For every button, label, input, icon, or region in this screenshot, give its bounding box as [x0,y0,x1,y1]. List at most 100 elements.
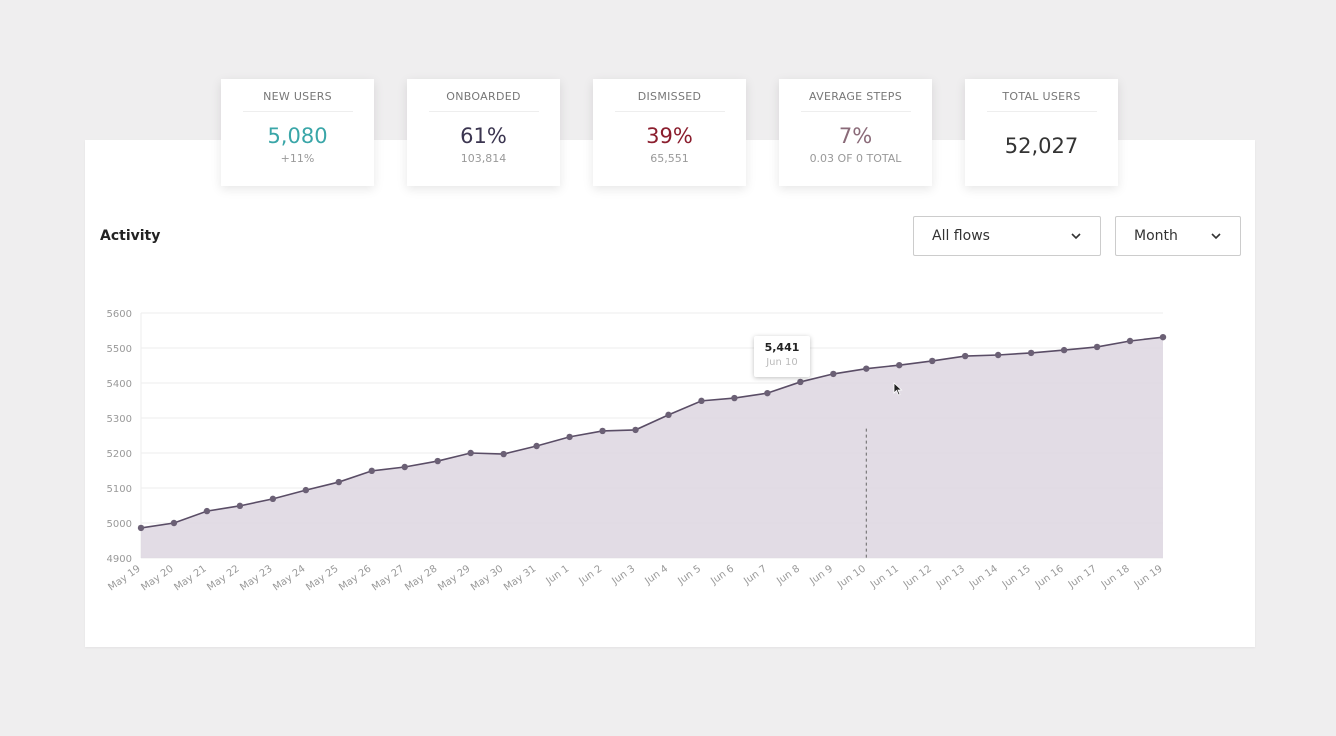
chevron-down-icon [1071,233,1081,240]
data-point [994,351,1002,359]
data-point [566,433,573,441]
x-tick-label: Jun 18 [1099,563,1132,591]
stat-sub: +11% [280,152,315,165]
data-point [269,495,277,503]
x-tick-label: Jun 9 [807,563,835,587]
flow-select-value: All flows [932,228,990,244]
stat-value: 39% [646,124,693,148]
x-tick-label: Jun 12 [901,563,934,591]
data-point [368,467,375,475]
mouse-cursor-icon [893,382,903,396]
x-tick-label: Jun 16 [1033,563,1066,591]
stat-label: NEW USERS [263,90,332,103]
chart-tooltip: 5,441 Jun 10 [754,336,810,377]
data-point [1126,337,1134,345]
stat-sub: 0.03 OF 0 TOTAL [809,152,902,165]
stat-card-onboarded: ONBOARDED 61% 103,814 [407,79,560,186]
stat-label: AVERAGE STEPS [809,90,902,103]
x-tick-label: Jun 13 [934,563,967,591]
x-tick-label: Jun 14 [967,563,1000,591]
x-tick-label: May 28 [403,563,439,593]
data-point [335,478,343,486]
stat-value: 61% [460,124,507,148]
stat-value: 52,027 [1004,134,1079,158]
data-point [500,450,507,458]
x-tick-label: Jun 3 [609,563,637,587]
data-point [401,463,408,471]
data-point [1159,333,1167,341]
data-point [302,486,310,494]
flow-select[interactable]: All flows [913,216,1101,256]
data-point [632,426,639,434]
data-point [1093,343,1101,351]
series-line [140,336,1164,529]
data-point [961,352,969,360]
stat-card-total-users: TOTAL USERS 52,027 [965,79,1118,186]
data-point [731,394,738,402]
data-point [137,524,145,532]
x-tick-label: May 22 [205,563,241,593]
x-tick-label: Jun 8 [774,563,802,587]
divider [800,111,911,112]
stat-value: 7% [838,124,873,148]
x-tick-label: Jun 1 [544,563,572,587]
x-tick-label: May 29 [436,563,472,593]
stat-card-new-users: NEW USERS 5,080 +11% [221,79,374,186]
data-point [236,502,244,510]
data-point [533,442,540,450]
y-tick-label: 5600 [107,309,132,320]
y-tick-label: 5100 [107,484,132,495]
period-select[interactable]: Month [1115,216,1241,256]
tooltip-value: 5,441 [764,341,800,354]
x-tick-label: May 26 [337,563,373,593]
data-point [896,361,903,369]
stat-card-dismissed: DISMISSED 39% 65,551 [593,79,746,186]
divider [986,111,1097,112]
x-tick-label: May 27 [370,563,406,593]
data-point [764,389,771,397]
y-tick-label: 4900 [107,554,132,565]
x-tick-label: Jun 4 [642,563,670,587]
data-point [434,457,441,465]
data-point [929,357,936,365]
divider [614,111,725,112]
data-point [665,411,672,419]
data-point [599,427,606,435]
activity-title: Activity [100,228,161,244]
x-tick-label: Jun 7 [741,563,769,587]
x-tick-label: Jun 17 [1066,563,1099,591]
divider [242,111,353,112]
x-tick-label: Jun 5 [675,563,703,587]
x-tick-label: May 21 [172,563,208,593]
data-point [1060,346,1068,354]
x-tick-label: Jun 2 [577,563,605,587]
stat-value: 5,080 [267,124,328,148]
x-tick-label: May 25 [304,563,340,593]
x-tick-label: Jun 15 [1000,563,1033,591]
data-point [203,507,211,515]
y-tick-label: 5000 [107,519,132,530]
data-point [170,519,178,527]
y-tick-label: 5200 [107,449,132,460]
stat-sub: 103,814 [460,152,507,165]
area-fill [141,337,1163,558]
data-point [797,378,804,386]
data-point [698,397,705,405]
data-point [467,449,474,457]
data-point [1027,349,1035,357]
stat-label: DISMISSED [637,90,702,103]
x-tick-label: Jun 6 [708,563,736,587]
stat-label: TOTAL USERS [1002,90,1081,103]
x-tick-label: May 23 [238,563,274,593]
stat-label: ONBOARDED [446,90,521,103]
stat-card-average-steps: AVERAGE STEPS 7% 0.03 OF 0 TOTAL [779,79,932,186]
x-tick-label: Jun 11 [868,563,901,591]
x-tick-label: May 19 [106,563,142,593]
stat-sub: 65,551 [650,152,689,165]
y-tick-label: 5300 [107,414,132,425]
x-tick-label: Jun 10 [835,563,868,591]
data-point [863,365,870,372]
y-tick-label: 5400 [107,379,132,390]
x-tick-label: May 31 [502,563,538,593]
